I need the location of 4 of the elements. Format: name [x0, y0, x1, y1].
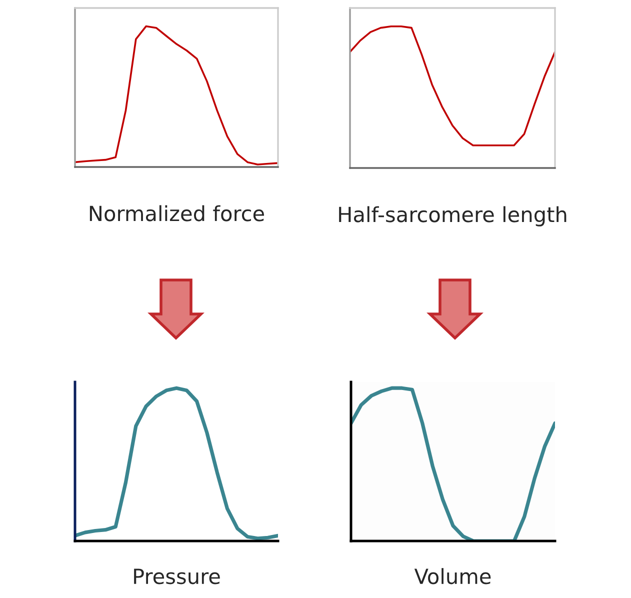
- x-axis-title: Pressure: [134, 568, 220, 584]
- x-axis-title: Normalized force: [90, 205, 264, 222]
- x-axis-title: Half-sarcomere length: [339, 206, 566, 226]
- x-axis-title: Volume: [414, 568, 491, 584]
